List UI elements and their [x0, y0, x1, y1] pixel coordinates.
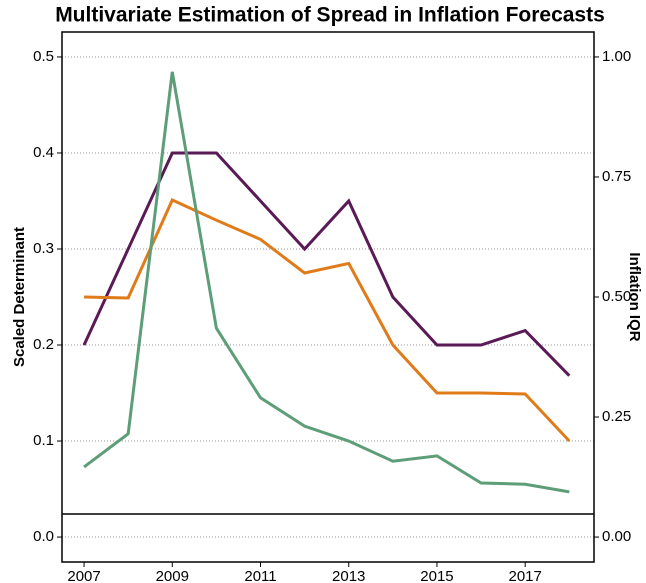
x-tick-label: 2013: [332, 568, 365, 583]
series-line: [82, 151, 571, 377]
y-tick-label: 0.1: [33, 432, 54, 449]
y-tick-label: 0.5: [33, 48, 54, 65]
y-tick-label: 0.0: [33, 528, 54, 545]
y-tick-label: 0.2: [33, 336, 54, 353]
y-tick-label: 0.3: [33, 240, 54, 257]
y2-axis-label: Inflation IQR: [626, 252, 643, 341]
chart-title: Multivariate Estimation of Spread in Inf…: [55, 4, 605, 27]
y-axis-label: Scaled Determinant: [11, 227, 28, 367]
y2-tick-label: 0.75: [602, 168, 631, 185]
series-line: [83, 71, 570, 494]
y2-tick-label: 0.25: [602, 408, 631, 425]
series-line: [84, 198, 571, 443]
y2-tick-label: 0.50: [602, 288, 631, 305]
y2-tick-label: 0.00: [602, 528, 631, 545]
x-tick-label: 2009: [156, 568, 189, 583]
x-tick-label: 2015: [420, 568, 453, 583]
x-tick-label: 2007: [67, 568, 100, 583]
y2-tick-label: 1.00: [602, 48, 631, 65]
x-tick-label: 2011: [244, 568, 276, 583]
x-tick-label: 2017: [508, 568, 541, 583]
y-tick-label: 0.4: [33, 144, 54, 161]
plot-frame: [61, 31, 595, 563]
